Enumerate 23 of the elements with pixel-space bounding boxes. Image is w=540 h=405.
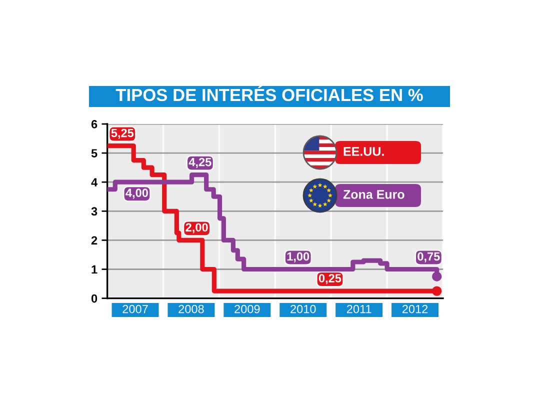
x-tick-label: 2012 xyxy=(402,304,428,314)
y-tick-label: 5 xyxy=(91,149,98,158)
annotation: 0,75 xyxy=(418,252,440,262)
text: Zona Euro xyxy=(343,190,404,199)
annotation: 5,25 xyxy=(111,128,134,139)
y-tick-label: 1 xyxy=(92,265,98,274)
y-tick-label: 3 xyxy=(91,207,98,216)
y-tick-label: 6 xyxy=(91,120,98,128)
annotation: 2,00 xyxy=(186,223,208,234)
y-tick-label: 4 xyxy=(91,178,98,186)
x-tick-label: 2007 xyxy=(122,304,148,314)
y-tick-label: 2 xyxy=(91,236,98,244)
y-tick-label: 0 xyxy=(91,294,98,303)
annotation: 1,00 xyxy=(287,252,310,262)
text: EE.UU. xyxy=(344,147,384,156)
annotation: 0,25 xyxy=(318,274,342,284)
chart-title: TIPOS DE INTERÉS OFICIALES EN % xyxy=(116,86,423,102)
x-tick-label: 2010 xyxy=(290,304,316,314)
annotation: 4,00 xyxy=(126,188,148,199)
annotation: 4,25 xyxy=(188,158,212,168)
x-tick-label: 2009 xyxy=(234,304,260,314)
x-tick-label: 2008 xyxy=(178,304,204,314)
x-tick-label: 2011 xyxy=(346,304,372,314)
